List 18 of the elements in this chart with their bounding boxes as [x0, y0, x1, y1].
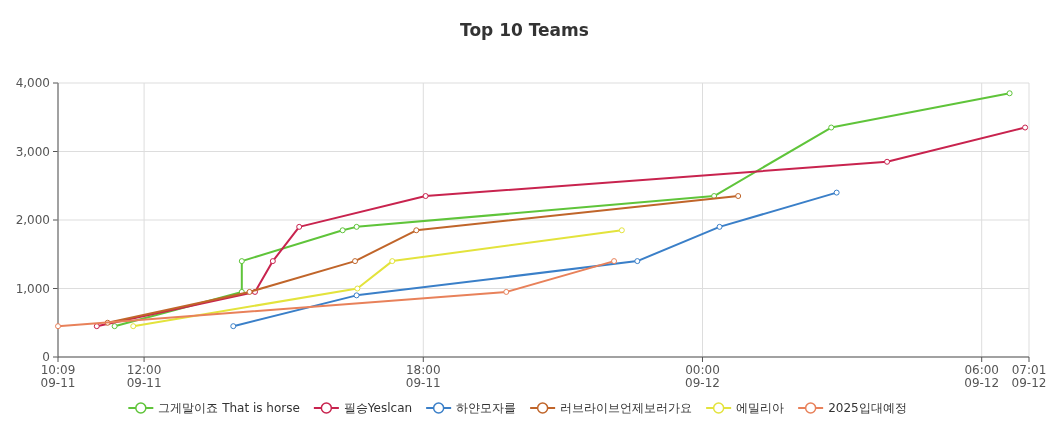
legend-label: 2025입대예정: [828, 401, 907, 415]
legend-label: 러브라이브언제보러가요: [560, 401, 693, 415]
legend-label: 에밀리아: [736, 401, 785, 415]
y-tick-label: 2,000: [15, 213, 50, 227]
y-tick-label: 0: [42, 350, 50, 364]
chart-title: Top 10 Teams: [460, 20, 589, 40]
y-tick-label: 4,000: [15, 76, 50, 90]
x-tick-label: 18:00 09-11: [405, 363, 441, 390]
legend-label: 그게말이죠 That is horse: [158, 401, 300, 415]
y-tick-label: 1,000: [15, 281, 50, 296]
y-tick-label: 3,000: [15, 144, 50, 159]
x-tick-label: 10:09 09-11: [40, 363, 76, 390]
legend-label: 필승Yeslcan: [343, 401, 413, 415]
x-tick-label: 12:00 09-11: [126, 363, 162, 390]
x-tick-label: 06:00 09-12: [964, 363, 1000, 390]
legend-label: 하얀모자를: [456, 401, 517, 415]
x-tick-label: 00:00 09-12: [685, 363, 720, 390]
x-tick-label: 07:01 09-12: [1011, 363, 1047, 390]
